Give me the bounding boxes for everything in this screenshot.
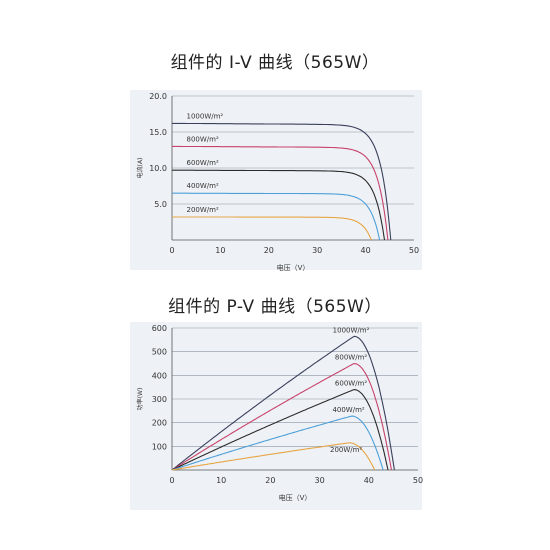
series-label: 600W/m²	[187, 159, 219, 167]
y-axis-title: 电流(A)	[136, 158, 144, 179]
x-tick-label: 20	[265, 476, 275, 485]
x-tick-label: 20	[264, 246, 274, 255]
x-tick-label: 0	[169, 476, 174, 485]
y-tick-label: 600	[152, 324, 167, 333]
series-line	[172, 216, 372, 241]
series-line	[171, 415, 384, 471]
x-tick-label: 50	[413, 476, 423, 485]
y-tick-label: 300	[152, 395, 167, 404]
y-tick-label: 100	[152, 442, 167, 451]
series-label: 1000W/m²	[333, 326, 370, 334]
series-label: 400W/m²	[332, 406, 364, 414]
series-label: 200W/m²	[330, 446, 362, 454]
x-axis-title: 电压（V）	[279, 493, 312, 502]
series-label: 200W/m²	[187, 206, 219, 214]
y-tick-label: 5.0	[154, 200, 167, 209]
y-tick-label: 400	[152, 371, 167, 380]
series-line	[172, 122, 392, 241]
x-tick-label: 30	[315, 476, 325, 485]
series-line	[171, 335, 395, 471]
series-line	[171, 389, 389, 471]
y-tick-label: 10.0	[149, 164, 167, 173]
y-tick-label: 500	[152, 348, 167, 357]
iv-chart-title: 组件的 I-V 曲线（565W）	[170, 53, 380, 73]
series-line	[172, 169, 386, 241]
series-line	[172, 145, 389, 241]
y-tick-label: 200	[152, 419, 167, 428]
series-line	[171, 442, 376, 471]
x-tick-label: 10	[216, 476, 226, 485]
x-tick-label: 50	[409, 246, 419, 255]
x-axis-title: 电压（V）	[277, 263, 310, 272]
x-tick-label: 10	[215, 246, 225, 255]
series-label: 400W/m²	[187, 182, 219, 190]
x-tick-label: 0	[169, 246, 174, 255]
series-label: 800W/m²	[335, 354, 367, 362]
series-label: 600W/m²	[335, 380, 367, 388]
x-tick-label: 40	[361, 246, 371, 255]
series-line	[172, 192, 381, 241]
series-line	[171, 363, 392, 471]
pv-chart-title: 组件的 P-V 曲线（565W）	[168, 297, 382, 317]
series-label: 1000W/m²	[187, 112, 224, 120]
x-tick-label: 40	[364, 476, 374, 485]
y-tick-label: 20.0	[149, 92, 167, 101]
y-tick-label: 15.0	[149, 128, 167, 137]
y-axis-title: 功率(W)	[136, 388, 144, 411]
series-label: 800W/m²	[187, 135, 219, 143]
x-tick-label: 30	[312, 246, 322, 255]
